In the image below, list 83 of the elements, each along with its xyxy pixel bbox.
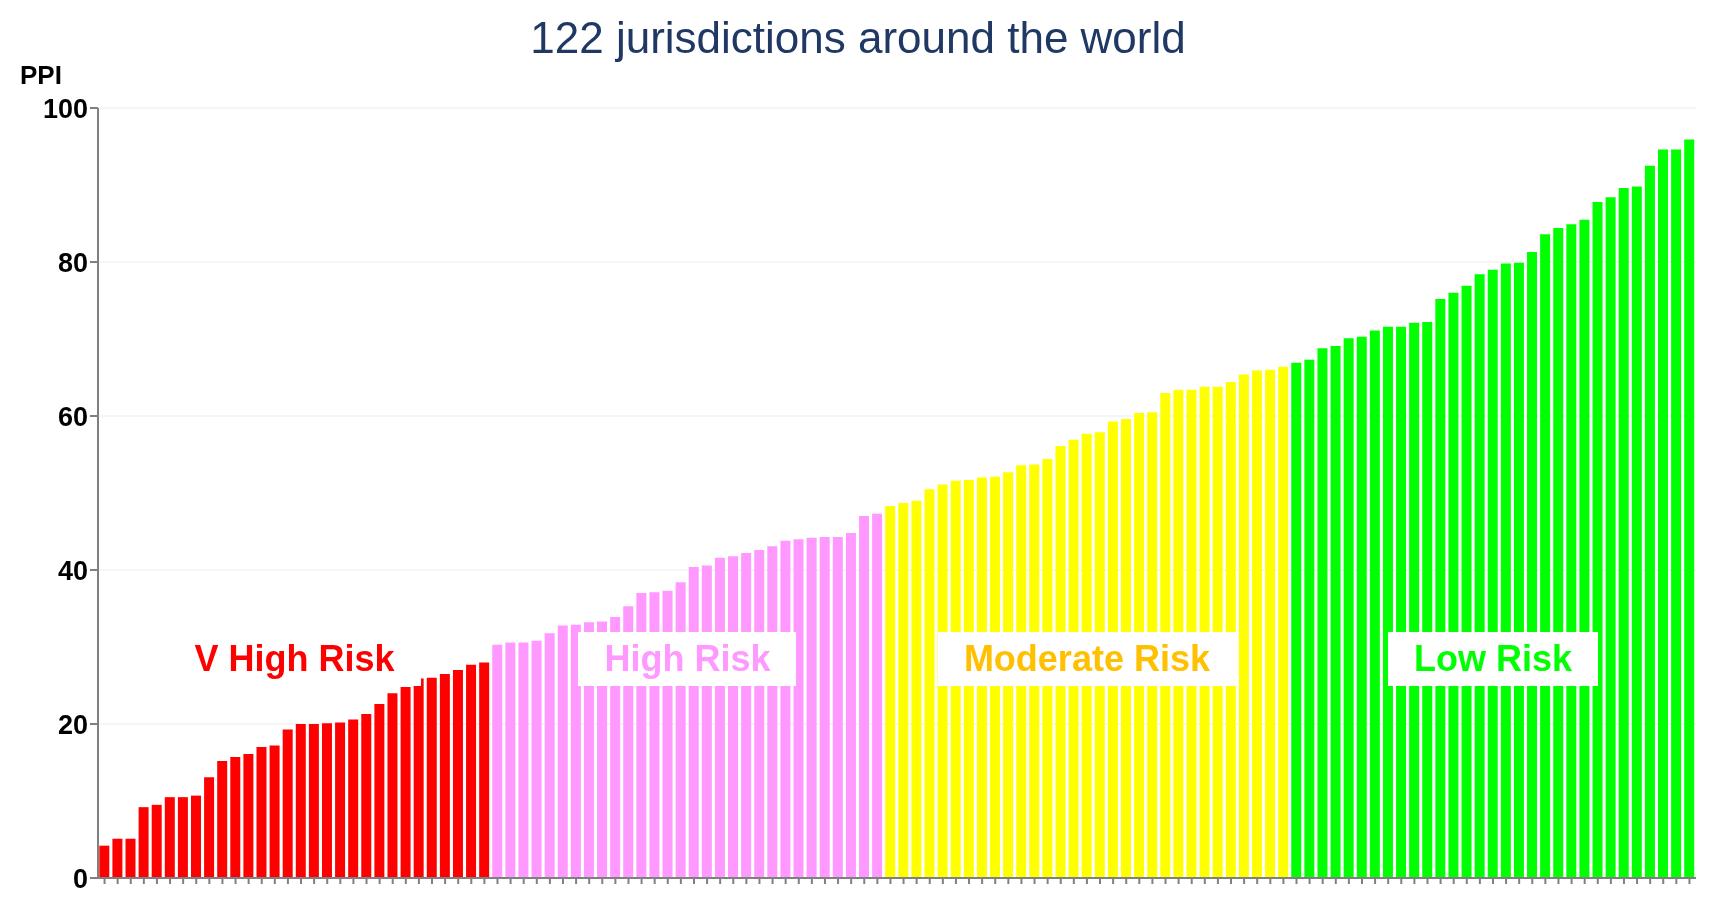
bar [256,747,267,878]
bar [885,506,896,878]
bar [793,539,804,878]
bar [125,838,136,878]
bar [492,644,503,878]
bar [1251,370,1262,878]
series-label: V High Risk [168,631,421,686]
bar [1658,149,1669,878]
chart-title: 122 jurisdictions around the world [530,13,1186,62]
bar [898,503,909,878]
bar [361,713,372,878]
bar [191,795,201,878]
bar [1330,345,1341,878]
y-axis-title: PPI [20,60,62,91]
bar [400,687,411,878]
bar [570,624,581,878]
bar [230,757,241,878]
bar [1304,359,1315,878]
bar [413,678,424,878]
bar [321,723,332,878]
bar [819,536,830,878]
bar [1605,197,1616,878]
bar [845,533,856,878]
bar [1291,362,1302,878]
bar [531,640,542,878]
bar [1644,165,1655,878]
bar [282,729,293,878]
y-tick-label: 40 [57,555,88,586]
bar [479,662,490,878]
series-label: Moderate Risk [937,631,1236,686]
bar [505,642,516,878]
y-tick-label: 60 [57,401,88,432]
bar [1238,374,1249,878]
bar [1356,336,1367,878]
bar [204,777,215,878]
bar [1369,330,1380,878]
bar [806,537,817,878]
bar [466,664,477,878]
bar [164,797,175,878]
bar [374,703,385,878]
bar [387,693,398,878]
bar [557,625,568,878]
bar [243,754,254,878]
bar [151,804,162,878]
bar [1684,139,1695,878]
series-label: Low Risk [1387,631,1598,686]
bar [924,489,935,878]
bar [1278,366,1289,878]
bar [1618,188,1629,878]
bar [911,500,922,878]
bar [452,670,463,878]
y-tick-label: 0 [72,863,88,894]
bar [348,719,359,878]
bar [1592,201,1603,878]
bar [1396,326,1407,878]
bar [1317,348,1328,878]
bar [1487,269,1498,878]
bar [269,745,280,878]
bar [518,642,529,878]
bar [439,673,450,878]
y-tick-label: 20 [57,709,88,740]
bar [1265,369,1276,878]
bar [859,516,870,878]
bar [138,807,149,878]
bar [426,677,437,878]
bar [1343,338,1354,878]
y-tick-label: 80 [57,247,88,278]
bar [99,845,110,878]
bar [1382,326,1393,878]
bar [1671,149,1682,878]
bar [544,633,555,878]
bar [217,760,228,878]
bar [832,536,843,878]
bar [308,724,319,878]
bar [295,724,306,878]
bar [112,838,123,878]
series-label: High Risk [578,631,797,686]
y-tick-label: 100 [42,93,88,124]
bar [872,513,883,878]
bar [1631,186,1642,878]
bar [1579,219,1590,878]
bar [335,722,346,878]
bar [177,797,188,878]
